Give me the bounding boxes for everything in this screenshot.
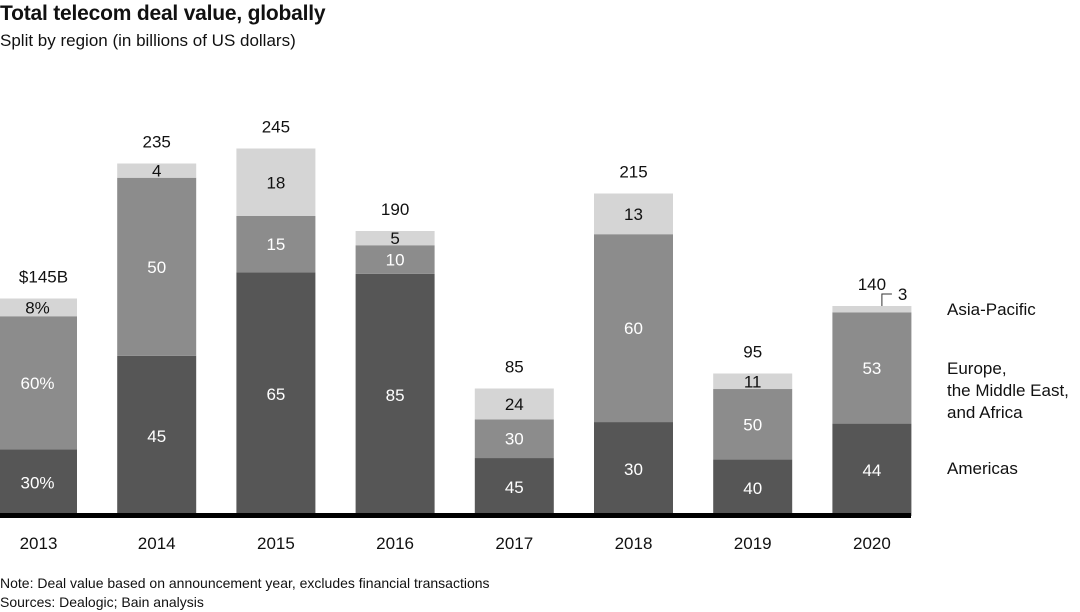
- segment-label: 50: [743, 415, 762, 434]
- x-tick-label: 2016: [376, 534, 414, 553]
- bar-segment: [474, 458, 554, 516]
- segment-label: 24: [505, 395, 524, 414]
- bar-segment: [832, 306, 912, 313]
- callout-line: [881, 293, 892, 306]
- legend-emea-line-1: Europe,: [947, 359, 1007, 378]
- bar-segment: [117, 355, 197, 516]
- segment-label: 3: [898, 285, 907, 304]
- total-label: 140: [858, 275, 886, 294]
- segment-label: 30%: [20, 474, 54, 493]
- total-label: 190: [381, 200, 409, 219]
- bar-segment: [594, 422, 673, 516]
- bar-segment: [713, 373, 793, 390]
- bar-segment: [355, 273, 435, 516]
- segment-label: 45: [505, 478, 524, 497]
- bar-segment: [474, 388, 554, 420]
- bar-segment: [713, 389, 793, 460]
- x-tick-label: 2020: [853, 534, 891, 553]
- segment-label: 40: [743, 479, 762, 498]
- bar-segment: [355, 231, 435, 246]
- segment-label: 13: [624, 205, 643, 224]
- x-tick-label: 2013: [20, 534, 58, 553]
- legend-emea-line-2: the Middle East,: [947, 381, 1069, 400]
- legend-emea: Europe, the Middle East, and Africa: [947, 358, 1069, 424]
- bar-segment: [236, 216, 316, 273]
- segment-label: 15: [266, 235, 285, 254]
- bar-segment: [117, 177, 197, 356]
- baseline-axis: [0, 513, 911, 518]
- footnote: Note: Deal value based on announcement y…: [0, 575, 490, 591]
- legend-emea-line-3: and Africa: [947, 403, 1023, 422]
- segment-label: 60: [624, 319, 643, 338]
- bar-segment: [713, 459, 793, 516]
- x-tick-label: 2018: [615, 534, 653, 553]
- total-label: 95: [743, 343, 762, 362]
- segment-label: 60%: [20, 374, 54, 393]
- segment-label: 30: [624, 460, 643, 479]
- segment-label: 50: [147, 258, 166, 277]
- x-tick-label: 2015: [257, 534, 295, 553]
- segment-label: 4: [152, 162, 161, 181]
- segment-label: 8%: [25, 298, 50, 317]
- chart-subtitle: Split by region (in billions of US dolla…: [0, 31, 296, 50]
- segment-label: 11: [744, 372, 762, 391]
- x-tick-label: 2019: [734, 534, 772, 553]
- bar-segment: [594, 193, 673, 235]
- segment-label: 5: [390, 229, 399, 248]
- segment-label: 10: [386, 251, 405, 270]
- segment-label: 45: [147, 427, 166, 446]
- total-label: 215: [619, 163, 647, 182]
- bar-segment: [0, 316, 77, 450]
- total-label: 235: [143, 133, 171, 152]
- bar-segment: [355, 245, 435, 274]
- segment-label: 85: [386, 386, 405, 405]
- total-label: 245: [262, 118, 290, 137]
- bar-segment: [0, 449, 77, 516]
- segment-label: 30: [505, 430, 524, 449]
- bar-segment: [117, 163, 197, 178]
- segment-label: 53: [862, 359, 881, 378]
- total-label: 85: [505, 358, 524, 377]
- legend-asia-pacific: Asia-Pacific: [947, 300, 1036, 319]
- bar-segment: [594, 234, 673, 423]
- bar-segment: [832, 312, 912, 424]
- bar-segment: [0, 298, 77, 317]
- bar-segment: [474, 419, 554, 459]
- sources: Sources: Dealogic; Bain analysis: [0, 594, 204, 610]
- total-label: $145B: [19, 268, 68, 287]
- segment-label: 65: [266, 385, 285, 404]
- segment-label: 18: [266, 173, 285, 192]
- chart-title: Total telecom deal value, globally: [0, 2, 326, 25]
- segment-label: 44: [862, 461, 881, 480]
- bar-segment: [236, 272, 316, 516]
- bar-segment: [236, 148, 316, 216]
- bar-segment: [832, 423, 912, 516]
- x-tick-label: 2014: [138, 534, 176, 553]
- legend-americas: Americas: [947, 459, 1018, 478]
- x-tick-label: 2017: [495, 534, 533, 553]
